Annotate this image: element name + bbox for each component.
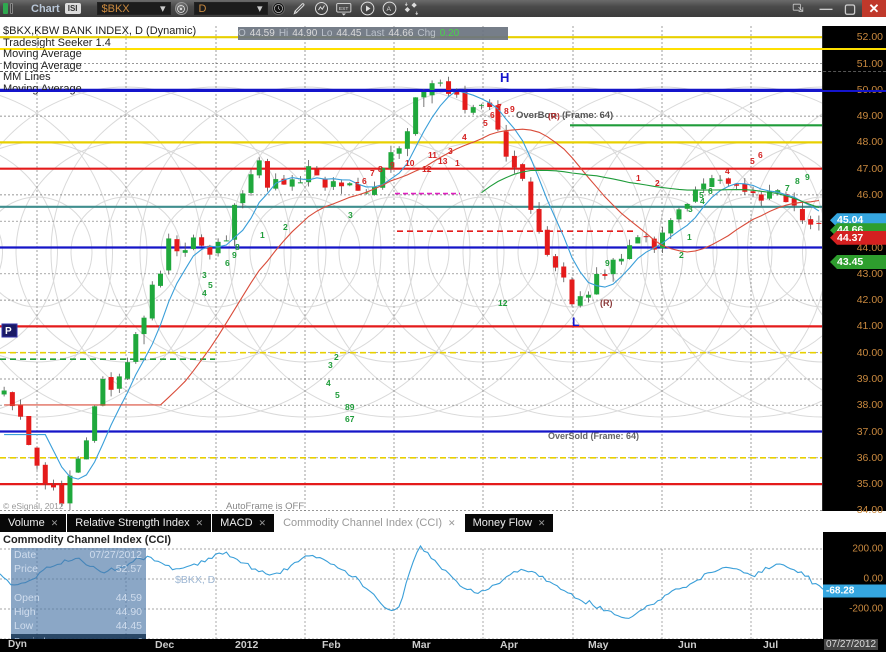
svg-text:(R): (R) [600, 298, 613, 308]
svg-text:A: A [386, 6, 391, 13]
svg-text:9: 9 [805, 172, 810, 182]
svg-text:11: 11 [428, 150, 437, 160]
svg-text:EST: EST [338, 6, 348, 12]
svg-text:2: 2 [283, 222, 288, 232]
svg-text:© eSignal, 2012: © eSignal, 2012 [3, 501, 64, 511]
svg-text:L: L [572, 315, 579, 329]
svg-text:6: 6 [362, 176, 367, 186]
svg-text:6: 6 [490, 110, 495, 120]
svg-text:(R): (R) [548, 111, 560, 121]
svg-text:3: 3 [348, 210, 353, 220]
svg-text:5: 5 [208, 280, 213, 290]
svg-text:3: 3 [202, 270, 207, 280]
svg-text:7: 7 [785, 183, 790, 193]
svg-text:13: 13 [438, 156, 448, 166]
svg-text:P: P [5, 326, 12, 337]
svg-text:4: 4 [725, 166, 730, 176]
svg-text:6: 6 [225, 258, 230, 268]
svg-text:12: 12 [422, 164, 432, 174]
svg-text:12: 12 [498, 298, 508, 308]
svg-text:9: 9 [232, 250, 237, 260]
svg-text:6: 6 [758, 150, 763, 160]
svg-text:6: 6 [708, 186, 713, 196]
svg-text:7: 7 [497, 102, 502, 112]
svg-text:1: 1 [455, 158, 460, 168]
svg-text:2: 2 [679, 250, 684, 260]
svg-text:10: 10 [405, 158, 415, 168]
svg-text:2: 2 [334, 352, 339, 362]
svg-text:8: 8 [378, 164, 383, 174]
svg-text:4: 4 [462, 132, 467, 142]
svg-text:9: 9 [605, 258, 610, 268]
svg-text:5: 5 [483, 118, 488, 128]
svg-text:1: 1 [260, 230, 265, 240]
svg-text:9: 9 [390, 160, 395, 170]
svg-text:67: 67 [345, 414, 355, 424]
svg-text:1: 1 [687, 232, 692, 242]
svg-text:5: 5 [335, 390, 340, 400]
svg-text:4: 4 [326, 378, 331, 388]
svg-text:(Frame: 64): (Frame: 64) [562, 110, 613, 121]
svg-text:8: 8 [795, 176, 800, 186]
svg-text:AutoFrame is OFF: AutoFrame is OFF [226, 501, 304, 511]
svg-text:8: 8 [504, 106, 509, 116]
svg-text:89: 89 [345, 402, 355, 412]
svg-text:3: 3 [328, 360, 333, 370]
svg-text:OverSold (Frame: 64): OverSold (Frame: 64) [548, 431, 639, 441]
svg-text:3: 3 [688, 204, 693, 214]
svg-text:5: 5 [355, 180, 360, 190]
svg-text:4: 4 [202, 288, 207, 298]
svg-text:2: 2 [655, 178, 660, 188]
svg-text:3: 3 [448, 146, 453, 156]
svg-text:9: 9 [510, 104, 515, 114]
svg-text:5: 5 [750, 156, 755, 166]
svg-text:7: 7 [370, 168, 375, 178]
svg-text:1: 1 [636, 173, 641, 183]
svg-text:5: 5 [699, 190, 704, 200]
